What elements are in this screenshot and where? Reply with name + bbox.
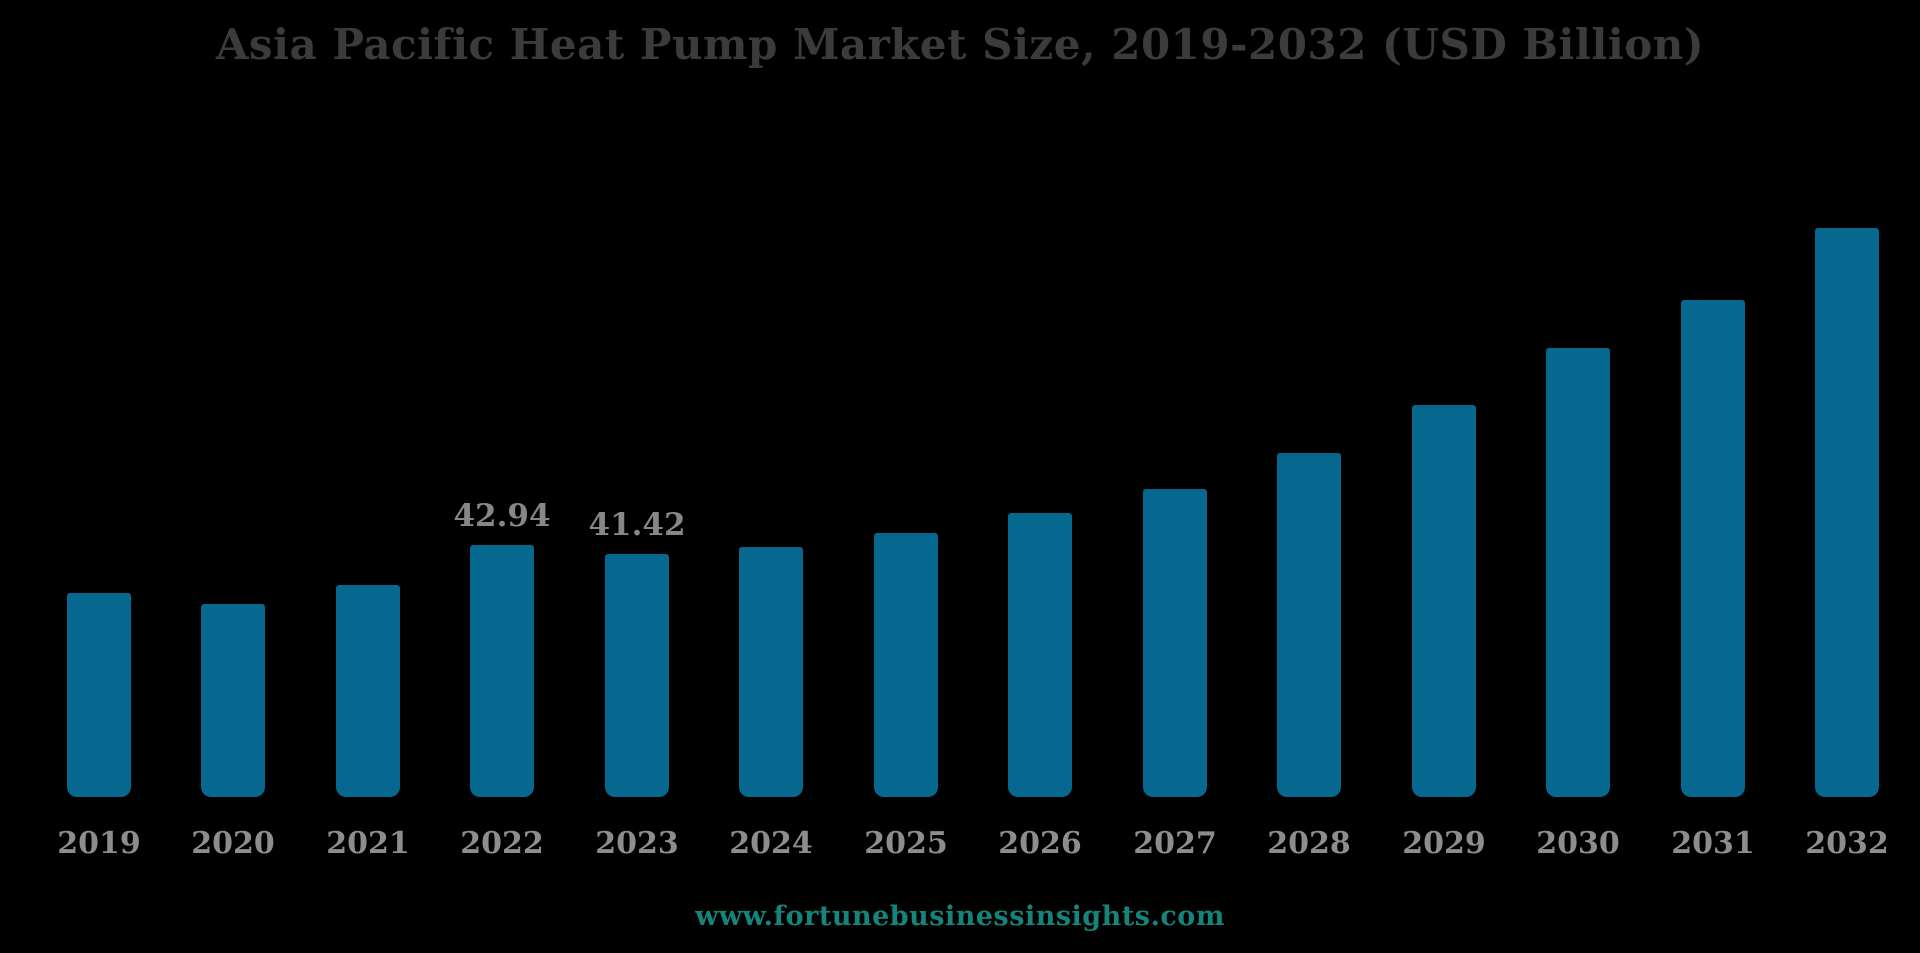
bar-2022: [470, 545, 534, 797]
x-axis-label-2022: 2022: [460, 826, 544, 861]
x-axis-label-2032: 2032: [1805, 826, 1889, 861]
bar-2031: [1681, 300, 1745, 797]
x-axis-label-2027: 2027: [1133, 826, 1217, 861]
bar-2028: [1277, 453, 1341, 797]
x-axis-label-2031: 2031: [1671, 826, 1755, 861]
x-axis-label-2019: 2019: [57, 826, 141, 861]
chart-title: Asia Pacific Heat Pump Market Size, 2019…: [215, 20, 1705, 69]
bar-2021: [336, 585, 400, 797]
x-axis-label-2020: 2020: [191, 826, 275, 861]
bar-2032: [1815, 228, 1879, 797]
x-axis-label-2029: 2029: [1402, 826, 1486, 861]
watermark-url: www.fortunebusinessinsights.com: [695, 901, 1225, 932]
data-label-2022: 42.94: [453, 498, 551, 534]
x-axis-label-2028: 2028: [1267, 826, 1351, 861]
x-axis-label-2023: 2023: [595, 826, 679, 861]
x-axis-label-2026: 2026: [998, 826, 1082, 861]
bar-2030: [1546, 348, 1610, 797]
data-label-2023: 41.42: [588, 507, 686, 543]
bar-2026: [1008, 513, 1072, 797]
x-axis-label-2024: 2024: [729, 826, 813, 861]
x-axis-label-2030: 2030: [1536, 826, 1620, 861]
bar-2024: [739, 547, 803, 797]
bar-2029: [1412, 405, 1476, 797]
bar-2023: [605, 554, 669, 797]
bar-2027: [1143, 489, 1207, 797]
x-axis-label-2021: 2021: [326, 826, 410, 861]
x-axis-label-2025: 2025: [864, 826, 948, 861]
bar-2020: [201, 604, 265, 797]
bar-2025: [874, 533, 938, 797]
bar-2019: [67, 593, 131, 797]
